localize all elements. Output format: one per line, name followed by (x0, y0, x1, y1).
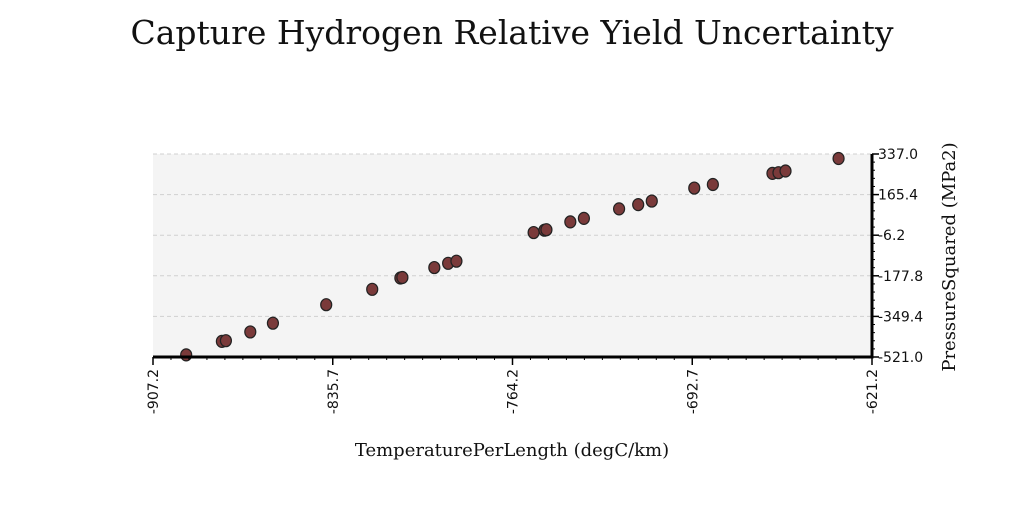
data-point-11 (450, 254, 463, 268)
data-point-21 (706, 177, 719, 192)
plot-area (153, 154, 872, 357)
data-point-2 (219, 334, 233, 348)
y-tick-label: 165.4 (878, 188, 918, 204)
x-tick-label: -835.7 (326, 369, 342, 414)
data-point-14 (540, 223, 553, 237)
data-point-5 (320, 298, 333, 312)
data-point-6 (366, 282, 379, 296)
y-tick-label: -177.8 (878, 269, 923, 285)
x-tick-label: -692.7 (685, 369, 701, 414)
y-axis-ticks: -521.0 -349.4 -177.8 -6.2 165.4 337.0 (872, 147, 923, 366)
data-point-16 (577, 211, 590, 225)
data-point-25 (832, 151, 845, 166)
data-point-12 (527, 225, 540, 240)
data-point-4 (266, 316, 280, 330)
data-point-9 (428, 260, 441, 275)
x-tick-label: -621.2 (865, 369, 881, 414)
x-axis-ticks: -907.2 -835.7 -764.2 -692.7 -621.2 (146, 357, 881, 414)
data-point-8 (396, 270, 409, 285)
y-tick-label: -349.4 (878, 309, 923, 325)
data-point-17 (612, 202, 626, 216)
chart-title: Capture Hydrogen Relative Yield Uncertai… (131, 13, 894, 52)
data-point-19 (645, 194, 658, 208)
y-tick-label: 337.0 (878, 147, 918, 163)
data-point-18 (632, 198, 645, 212)
x-tick-label: -907.2 (146, 369, 162, 414)
data-point-3 (244, 325, 257, 339)
y-axis-label: PressureSquared (MPa2) (939, 142, 960, 371)
data-point-20 (688, 181, 701, 195)
y-tick-label: -6.2 (878, 228, 905, 244)
x-tick-label: -764.2 (506, 369, 522, 414)
x-axis-label: TemperaturePerLength (degC/km) (355, 440, 669, 461)
y-tick-label: -521.0 (878, 350, 923, 366)
data-point-15 (564, 215, 577, 229)
data-point-0 (180, 348, 193, 362)
data-point-24 (779, 164, 792, 178)
